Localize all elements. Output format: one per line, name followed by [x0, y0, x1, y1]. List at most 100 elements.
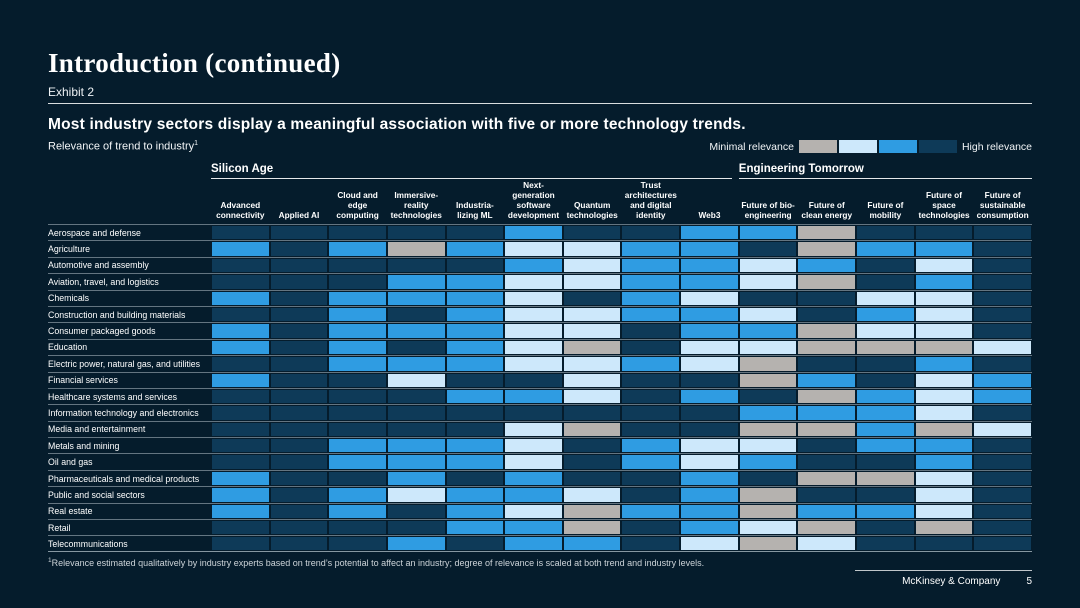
heatmap-cell: [270, 258, 328, 273]
table-row: Automotive and assembly: [48, 256, 1032, 273]
heatmap-cell: [915, 504, 973, 519]
heatmap-cell: [798, 406, 856, 420]
heatmap-cell: [563, 291, 621, 305]
column-header: Advanced connectivity: [216, 199, 265, 220]
table-row: Metals and mining: [48, 437, 1032, 453]
heatmap-cell: [505, 439, 562, 453]
heatmap-cell: [974, 521, 1031, 535]
heatmap-cell: [739, 275, 797, 289]
column-header: Future of sustainable consumption: [976, 189, 1029, 220]
heatmap-cell: [212, 226, 269, 240]
heatmap-cell: [857, 373, 914, 387]
heatmap-cell: [329, 439, 386, 453]
heatmap-cell: [329, 373, 386, 387]
heatmap-cell: [446, 373, 504, 387]
heatmap-cell: [681, 291, 738, 305]
heatmap-cell: [622, 324, 680, 338]
heatmap-cell: [915, 471, 973, 486]
heatmap-cell: [915, 422, 973, 437]
heatmap-cell: [329, 537, 386, 550]
heatmap-cell: [505, 504, 562, 519]
table-row: Aviation, travel, and logistics: [48, 273, 1032, 289]
column-header: Web3: [698, 209, 721, 220]
table-row: Healthcare systems and services: [48, 387, 1032, 404]
heatmap-cell: [681, 275, 738, 289]
heatmap-cell: [446, 324, 504, 338]
legend-swatch-rank-4: [918, 140, 957, 153]
heatmap-cell: [681, 373, 738, 387]
row-label: Telecommunications: [48, 538, 128, 549]
heatmap-cell: [505, 471, 562, 486]
heatmap-cell: [857, 422, 914, 437]
heatmap-cell: [505, 357, 562, 371]
heatmap-cell: [270, 439, 328, 453]
heatmap-cell: [739, 340, 797, 355]
heatmap-cell: [622, 389, 680, 404]
heatmap-cell: [915, 455, 973, 469]
table-row: Oil and gas: [48, 453, 1032, 469]
heatmap-cell: [270, 537, 328, 550]
row-label: Consumer packaged goods: [48, 326, 156, 337]
heatmap-cell: [212, 357, 269, 371]
column-group-row: Silicon Age Engineering Tomorrow: [48, 163, 1032, 179]
row-label: Healthcare systems and services: [48, 391, 178, 402]
column-header-row: Advanced connectivity Applied AI Cloud and…: [48, 179, 1032, 224]
heatmap-cell: [622, 471, 680, 486]
table-row: Pharmaceuticals and medical products: [48, 469, 1032, 486]
heatmap-cell: [563, 439, 621, 453]
row-label: Automotive and assembly: [48, 260, 149, 271]
column-header: Future of mobility: [867, 199, 904, 220]
row-label: Oil and gas: [48, 457, 93, 468]
heatmap-cell: [857, 258, 914, 273]
table-row: Consumer packaged goods: [48, 322, 1032, 338]
heatmap-cell: [622, 537, 680, 550]
heatmap-cell: [212, 422, 269, 437]
heatmap-cell: [446, 537, 504, 550]
heatmap-cell: [563, 406, 621, 420]
heatmap-cell: [505, 275, 562, 289]
heatmap-cell: [563, 373, 621, 387]
heatmap-cell: [446, 357, 504, 371]
heatmap-table: Silicon Age Engineering Tomorrow Advanced…: [48, 163, 1032, 552]
heatmap-cell: [739, 455, 797, 469]
heatmap-cell: [681, 357, 738, 371]
footer-divider: [855, 570, 1032, 571]
heatmap-cell: [212, 389, 269, 404]
heatmap-cell: [974, 357, 1031, 371]
column-header: Future of bio- engineering: [741, 199, 795, 220]
heatmap-cell: [915, 389, 973, 404]
heatmap-cell: [857, 226, 914, 240]
heatmap-cell: [212, 291, 269, 305]
footer-brand: McKinsey & Company: [902, 576, 1001, 587]
heatmap-cell: [329, 521, 386, 535]
row-label: Chemicals: [48, 293, 90, 304]
heatmap-cell: [857, 504, 914, 519]
heatmap-cell: [329, 504, 386, 519]
heatmap-cell: [270, 504, 328, 519]
row-label: Financial services: [48, 375, 118, 386]
heatmap-cell: [563, 471, 621, 486]
heatmap-cell: [622, 226, 680, 240]
heatmap-cell: [739, 373, 797, 387]
row-label: Public and social sectors: [48, 489, 145, 500]
heatmap-cell: [915, 324, 973, 338]
heatmap-cell: [270, 373, 328, 387]
legend-max-label: High relevance: [961, 140, 1032, 153]
column-header: Next- generation software development: [507, 180, 560, 220]
heatmap-cell: [739, 537, 797, 550]
row-label: Media and entertainment: [48, 424, 146, 435]
heatmap-cell: [387, 406, 445, 420]
heatmap-cell: [505, 226, 562, 240]
heatmap-cell: [505, 307, 562, 322]
heatmap-cell: [739, 471, 797, 486]
heatmap-cell: [857, 291, 914, 305]
heatmap-cell: [857, 488, 914, 502]
heatmap-cell: [622, 406, 680, 420]
heatmap-cell: [329, 226, 386, 240]
heatmap-cell: [739, 258, 797, 273]
subtitle-legend-row: Relevance of trend to industry1 Minimal …: [48, 140, 1032, 153]
heatmap-cell: [387, 242, 445, 256]
heatmap-cell: [681, 537, 738, 550]
heatmap-cell: [212, 340, 269, 355]
row-label: Metals and mining: [48, 440, 120, 451]
